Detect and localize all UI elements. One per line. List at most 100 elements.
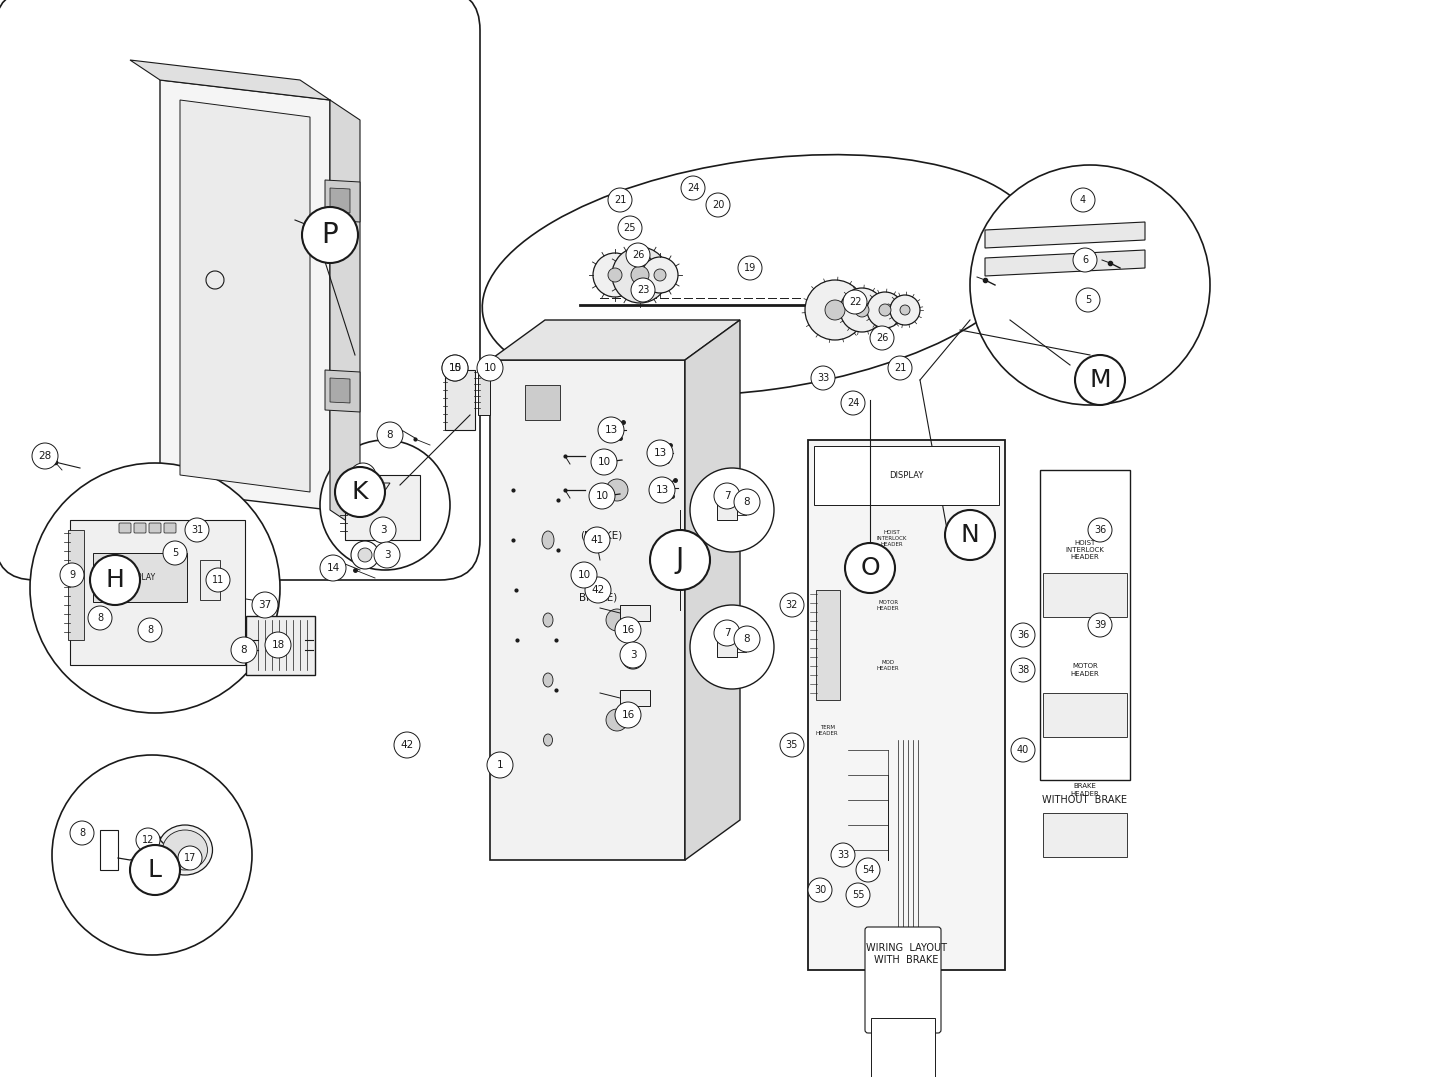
Text: 5: 5 — [172, 548, 178, 558]
Circle shape — [589, 482, 615, 509]
Text: 24: 24 — [686, 183, 699, 193]
FancyBboxPatch shape — [149, 523, 161, 533]
Circle shape — [376, 422, 403, 448]
Circle shape — [867, 292, 904, 328]
Text: 37: 37 — [258, 600, 272, 610]
Circle shape — [90, 555, 140, 605]
Text: 10: 10 — [484, 363, 497, 373]
Text: 26: 26 — [631, 250, 644, 260]
Circle shape — [320, 555, 346, 581]
Text: J: J — [676, 546, 683, 574]
Text: 11: 11 — [211, 575, 224, 585]
Text: L: L — [148, 858, 162, 882]
Circle shape — [130, 845, 180, 895]
Ellipse shape — [543, 673, 553, 687]
Circle shape — [487, 752, 513, 778]
Ellipse shape — [158, 825, 213, 875]
Polygon shape — [445, 370, 475, 430]
Circle shape — [1087, 613, 1112, 637]
Text: 55: 55 — [851, 890, 864, 900]
Polygon shape — [330, 188, 350, 213]
Polygon shape — [717, 500, 737, 520]
Circle shape — [32, 443, 58, 468]
Text: 33: 33 — [837, 850, 849, 861]
Circle shape — [840, 288, 883, 332]
Circle shape — [891, 295, 919, 325]
Circle shape — [615, 702, 641, 728]
Circle shape — [400, 740, 410, 750]
Polygon shape — [159, 80, 330, 510]
Text: !: ! — [378, 488, 382, 496]
Polygon shape — [985, 222, 1145, 248]
Text: 21: 21 — [614, 195, 626, 205]
Text: 41: 41 — [591, 535, 604, 545]
Circle shape — [594, 253, 637, 297]
Circle shape — [476, 355, 502, 381]
Polygon shape — [620, 690, 650, 707]
Text: MOTOR
HEADER: MOTOR HEADER — [1070, 663, 1099, 676]
Circle shape — [780, 733, 804, 757]
Polygon shape — [330, 378, 350, 403]
Text: 14: 14 — [326, 563, 340, 573]
FancyBboxPatch shape — [864, 927, 941, 1033]
Circle shape — [631, 278, 654, 302]
Text: 15: 15 — [449, 363, 462, 373]
Polygon shape — [200, 560, 220, 600]
Text: 36: 36 — [1016, 630, 1030, 640]
Circle shape — [303, 207, 358, 263]
Polygon shape — [817, 590, 840, 700]
Circle shape — [691, 468, 775, 553]
Ellipse shape — [543, 613, 553, 627]
Polygon shape — [489, 320, 740, 360]
Circle shape — [70, 821, 94, 845]
Text: 3: 3 — [384, 550, 391, 560]
Text: BRAKE
HEADER: BRAKE HEADER — [1070, 783, 1099, 797]
Circle shape — [901, 305, 909, 314]
FancyBboxPatch shape — [1043, 813, 1127, 857]
Text: 8: 8 — [744, 496, 750, 507]
Polygon shape — [478, 368, 489, 415]
Circle shape — [734, 489, 760, 515]
Circle shape — [825, 300, 846, 320]
Polygon shape — [685, 320, 740, 861]
Text: 18: 18 — [271, 640, 285, 651]
Circle shape — [350, 487, 376, 513]
Circle shape — [252, 592, 278, 618]
Text: 42: 42 — [591, 585, 605, 595]
Text: MOD
HEADER: MOD HEADER — [877, 660, 899, 671]
Text: HOIST
INTERLOCK
HEADER: HOIST INTERLOCK HEADER — [1066, 540, 1105, 560]
Text: 40: 40 — [1016, 745, 1030, 755]
Circle shape — [649, 477, 675, 503]
Circle shape — [780, 593, 804, 617]
Polygon shape — [985, 250, 1145, 276]
Text: 10: 10 — [449, 363, 462, 373]
Circle shape — [374, 542, 400, 568]
Text: HOIST
INTERLOCK
HEADER: HOIST INTERLOCK HEADER — [877, 530, 908, 547]
Circle shape — [607, 479, 628, 501]
Text: 21: 21 — [893, 363, 906, 373]
Circle shape — [178, 847, 203, 870]
Text: O: O — [860, 556, 880, 581]
Text: 8: 8 — [359, 471, 366, 481]
Circle shape — [846, 883, 870, 907]
Polygon shape — [808, 440, 1005, 970]
Text: 19: 19 — [744, 263, 756, 272]
Circle shape — [591, 449, 617, 475]
Circle shape — [607, 609, 628, 631]
Text: 54: 54 — [862, 865, 875, 875]
Circle shape — [350, 463, 376, 489]
Text: 16: 16 — [621, 710, 634, 721]
Circle shape — [681, 176, 705, 200]
Text: 5: 5 — [1085, 295, 1092, 305]
Text: 8: 8 — [387, 430, 394, 440]
Text: 16: 16 — [621, 625, 634, 635]
Text: 36: 36 — [1093, 524, 1106, 535]
Circle shape — [206, 568, 230, 592]
Circle shape — [358, 548, 372, 562]
Circle shape — [1011, 658, 1035, 682]
FancyBboxPatch shape — [135, 523, 146, 533]
Polygon shape — [130, 60, 330, 100]
Circle shape — [1073, 248, 1098, 272]
FancyBboxPatch shape — [814, 446, 999, 505]
Polygon shape — [68, 530, 84, 640]
